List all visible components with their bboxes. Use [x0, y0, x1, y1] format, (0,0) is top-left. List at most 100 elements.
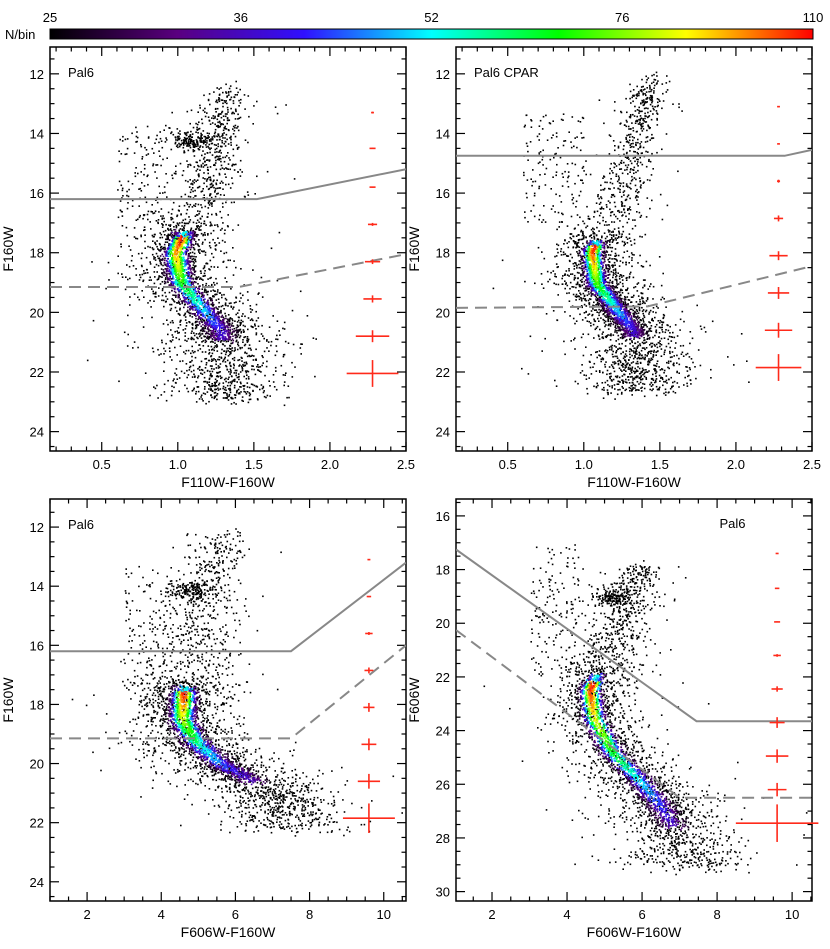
- star-point: [190, 352, 192, 355]
- density-bin: [186, 248, 189, 251]
- density-bin: [180, 258, 182, 260]
- star-point: [192, 351, 195, 354]
- star-point: [655, 394, 658, 397]
- star-point: [606, 309, 609, 311]
- star-point: [237, 319, 240, 322]
- star-point: [629, 90, 632, 93]
- star-point: [215, 212, 217, 215]
- red-clump-point: [180, 143, 182, 146]
- star-point: [197, 368, 199, 370]
- star-point: [162, 264, 164, 267]
- star-point: [215, 346, 218, 348]
- density-bin: [169, 265, 172, 267]
- star-point: [207, 116, 210, 118]
- field-star-point: [135, 167, 137, 169]
- star-point: [625, 119, 628, 122]
- red-clump-point: [186, 142, 189, 144]
- density-bin: [180, 240, 182, 242]
- star-point: [628, 128, 630, 130]
- star-point: [129, 304, 131, 306]
- star-point: [263, 337, 265, 340]
- star-point: [160, 353, 162, 355]
- star-point: [233, 359, 236, 362]
- star-point: [636, 130, 638, 133]
- star-point: [633, 352, 635, 354]
- field-star-point: [147, 136, 150, 138]
- star-point: [280, 364, 283, 367]
- star-point: [216, 398, 218, 401]
- star-point: [220, 152, 222, 154]
- star-point: [642, 309, 645, 311]
- star-point: [250, 355, 252, 357]
- star-point: [160, 215, 162, 217]
- star-point: [227, 378, 229, 380]
- density-bin: [183, 241, 185, 243]
- star-point: [220, 216, 223, 219]
- red-clump-point: [190, 138, 193, 141]
- red-clump-point: [182, 141, 185, 144]
- star-point: [176, 279, 179, 282]
- density-bin: [180, 273, 183, 276]
- density-bin: [169, 259, 171, 262]
- star-point: [203, 156, 206, 159]
- star-point: [248, 394, 251, 397]
- star-point: [214, 342, 216, 344]
- density-bin: [167, 255, 170, 258]
- star-point: [173, 301, 176, 303]
- star-point: [189, 122, 191, 125]
- density-bin: [176, 246, 179, 248]
- star-point: [239, 328, 242, 331]
- density-bin: [218, 321, 221, 323]
- star-point: [164, 248, 167, 250]
- density-bin: [174, 294, 176, 297]
- star-point: [178, 377, 181, 379]
- star-point: [196, 226, 199, 229]
- selection-line-dashed: [50, 253, 406, 288]
- density-bin: [163, 248, 165, 250]
- star-point: [153, 292, 156, 295]
- field-star-point: [139, 214, 141, 217]
- star-point: [213, 384, 216, 387]
- star-point: [235, 87, 238, 89]
- star-point: [555, 385, 558, 387]
- density-bin: [178, 235, 180, 237]
- density-bin: [171, 271, 174, 273]
- star-point: [649, 88, 651, 90]
- density-bin: [213, 323, 216, 326]
- density-bin: [218, 323, 220, 326]
- density-bin: [205, 302, 207, 305]
- field-star-point: [143, 185, 146, 187]
- density-bin: [168, 239, 171, 241]
- density-bin: [179, 298, 181, 300]
- star-point: [641, 310, 644, 312]
- density-bin: [172, 244, 174, 247]
- star-point: [209, 277, 211, 280]
- star-point: [609, 167, 611, 170]
- star-point: [201, 318, 204, 320]
- star-point: [216, 101, 219, 104]
- density-bin: [177, 277, 180, 280]
- density-bin: [193, 313, 195, 315]
- star-point: [611, 282, 614, 285]
- star-point: [225, 128, 228, 130]
- density-bin: [190, 231, 192, 233]
- star-point: [274, 106, 277, 108]
- star-point: [247, 340, 249, 342]
- density-bin: [223, 322, 226, 324]
- star-point: [628, 255, 631, 258]
- star-point: [648, 313, 650, 315]
- star-point: [208, 140, 211, 142]
- density-bin: [186, 309, 189, 312]
- star-point: [180, 288, 182, 291]
- star-point: [217, 389, 220, 391]
- star-point: [204, 326, 206, 329]
- star-point: [178, 229, 180, 232]
- star-point: [197, 186, 200, 189]
- density-bin: [208, 315, 211, 318]
- red-clump-point: [180, 139, 183, 142]
- star-point: [178, 313, 181, 316]
- density-bin: [197, 298, 200, 301]
- density-bin: [168, 284, 171, 286]
- star-point: [227, 350, 229, 352]
- star-point: [596, 210, 599, 213]
